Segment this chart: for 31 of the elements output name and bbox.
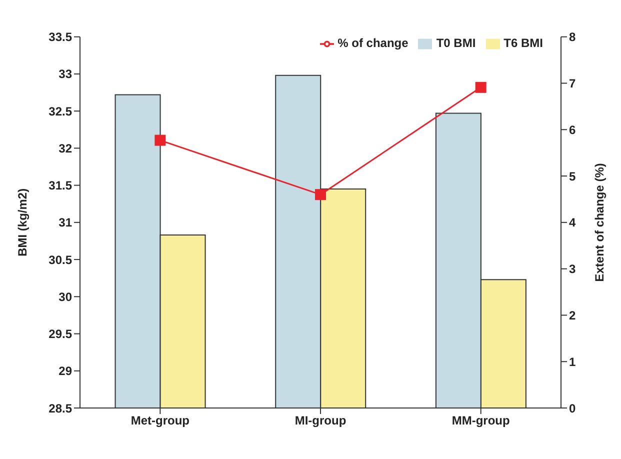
y-tick-label: 32 xyxy=(58,141,72,156)
y-tick-label: 30 xyxy=(58,290,72,304)
y2-tick-label: 5 xyxy=(569,169,576,184)
y2-tick-label: 7 xyxy=(569,76,576,90)
legend-label: T0 BMI xyxy=(436,36,476,50)
y-tick-label: 28.5 xyxy=(48,401,72,416)
y2-tick-label: 2 xyxy=(569,308,576,322)
y2-tick-label: 3 xyxy=(569,262,576,276)
y-tick-label: 33.5 xyxy=(48,30,72,44)
y-tick-label: 31.5 xyxy=(48,178,72,193)
point xyxy=(154,134,166,146)
y-tick-label: 31 xyxy=(58,216,72,230)
point xyxy=(315,189,326,200)
y-tick-label: 29.5 xyxy=(48,327,72,342)
x-tick-label: MI-group xyxy=(294,414,346,428)
y2-tick-label: 0 xyxy=(569,401,576,416)
y2-tick-label: 6 xyxy=(569,122,576,137)
y2-tick-label: 8 xyxy=(569,30,576,44)
point xyxy=(475,82,486,93)
y2-tick-label: 1 xyxy=(569,354,576,369)
y-axis-title: BMI (kg/m2) xyxy=(15,188,30,256)
x-tick-label: Met-group xyxy=(130,414,190,428)
y-tick-label: 32.5 xyxy=(48,104,72,118)
y2-tick-label: 4 xyxy=(569,216,576,230)
y2-axis-title: Extent of change (%) xyxy=(592,163,606,282)
legend-label: % of change xyxy=(338,36,408,50)
legend-label: T6 BMI xyxy=(504,36,543,50)
y-tick-label: 29 xyxy=(58,364,72,378)
y-tick-label: 30.5 xyxy=(48,252,72,267)
x-tick-label: MM-group xyxy=(452,414,510,428)
y-tick-label: 33 xyxy=(58,67,72,82)
